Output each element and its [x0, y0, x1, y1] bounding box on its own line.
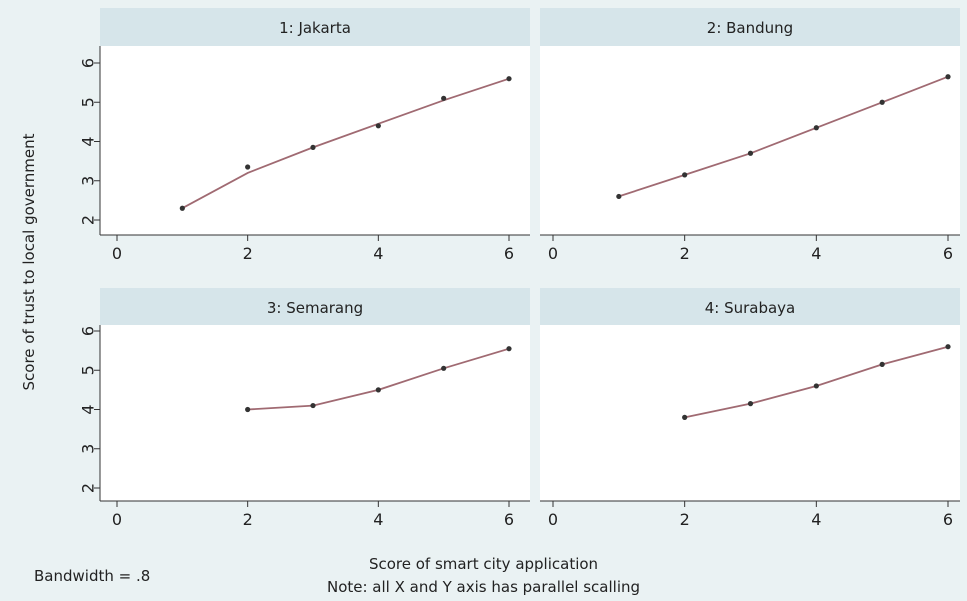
data-point: [813, 383, 819, 389]
x-tick-label: 4: [811, 510, 821, 529]
y-tick-label: 2: [79, 215, 98, 225]
data-point: [879, 99, 885, 105]
data-point: [945, 344, 951, 350]
y-tick-label: 3: [79, 176, 98, 186]
bandwidth-label: Bandwidth = .8: [34, 567, 151, 585]
data-point: [310, 402, 316, 409]
panel-header: [540, 288, 960, 326]
data-point: [245, 406, 251, 413]
smooth-line: [618, 75, 949, 198]
x-tick-label: 4: [373, 244, 383, 263]
data-point: [945, 74, 951, 80]
x-tick-label: 0: [112, 244, 122, 263]
panel-title: 3: Semarang: [267, 299, 363, 317]
y-tick-label: 2: [79, 483, 98, 493]
x-tick-label: 4: [811, 244, 821, 263]
data-point: [682, 172, 688, 178]
x-tick-label: 4: [373, 510, 383, 529]
y-tick-label: 6: [79, 326, 98, 336]
data-point: [441, 95, 447, 101]
plot-area: [100, 46, 530, 235]
data-point: [682, 414, 688, 420]
x-tick-label: 2: [680, 510, 690, 529]
x-tick-label: 0: [548, 510, 558, 529]
data-point: [813, 125, 819, 131]
x-tick-label: 2: [243, 510, 253, 529]
x-tick-label: 6: [943, 510, 953, 529]
data-point: [747, 401, 754, 407]
panel-4: 4: Surabaya 0 2 4 6: [540, 288, 960, 529]
panel-3: 3: Semarang 0 2 4 6 2 3 4 5 6: [79, 288, 530, 529]
panel-title: 1: Jakarta: [279, 19, 351, 37]
data-point: [441, 365, 447, 371]
x-tick-label: 2: [680, 244, 690, 263]
x-tick-label: 6: [504, 510, 514, 529]
y-axis-label-container: Score of trust to local government: [14, 0, 44, 601]
axis-note: Note: all X and Y axis has parallel scal…: [326, 578, 641, 596]
y-tick-label: 6: [79, 58, 98, 68]
y-tick-label: 3: [79, 444, 98, 454]
panel-header: [540, 8, 960, 46]
data-point: [375, 387, 381, 393]
y-axis-label: Score of trust to local government: [20, 133, 38, 391]
x-axis-label: Score of smart city application: [368, 555, 599, 573]
panel-title: 4: Surabaya: [705, 299, 796, 317]
x-tick-label: 6: [943, 244, 953, 263]
data-point: [616, 193, 622, 200]
y-tick-label: 4: [79, 404, 98, 414]
data-point: [245, 164, 251, 170]
panel-2: 2: Bandung 0 2 4 6: [540, 8, 960, 263]
plot-area: [540, 46, 960, 235]
plot-area: [540, 325, 960, 501]
y-tick-label: 5: [79, 365, 98, 375]
x-tick-label: 0: [548, 244, 558, 263]
x-tick-label: 0: [112, 510, 122, 529]
data-point: [506, 346, 512, 352]
y-tick-label: 4: [79, 136, 98, 146]
data-point: [506, 76, 512, 82]
y-tick-label: 5: [79, 97, 98, 107]
panel-1: 1: Jakarta 0 2 4 6 2 3 4 5 6: [79, 8, 530, 263]
data-point: [310, 144, 316, 150]
data-point: [879, 361, 885, 367]
panel-header: [100, 8, 530, 46]
plot-area: [100, 325, 530, 501]
x-tick-label: 6: [504, 244, 514, 263]
x-tick-label: 2: [243, 244, 253, 263]
panel-title: 2: Bandung: [707, 19, 793, 37]
data-point: [375, 123, 381, 129]
panel-header: [100, 288, 530, 326]
data-point: [179, 205, 185, 211]
smooth-line: [181, 77, 510, 209]
data-point: [747, 150, 754, 156]
